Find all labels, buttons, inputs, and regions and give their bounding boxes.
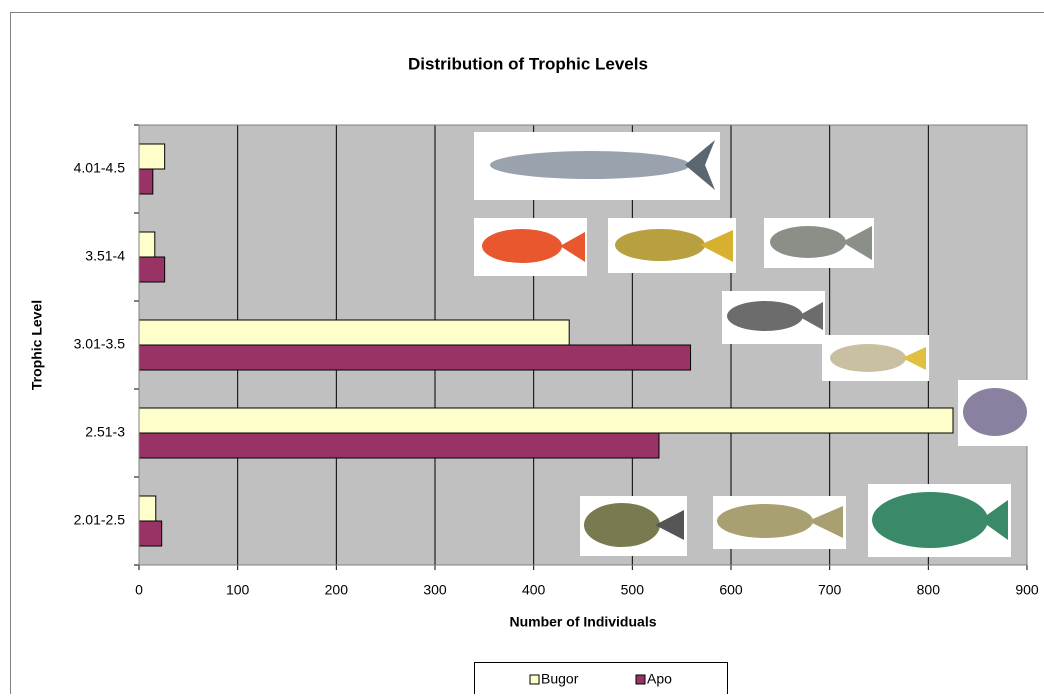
y-tick-label: 3.01-3.5 [74, 336, 126, 352]
y-axis-label: Trophic Level [29, 300, 45, 390]
bar [139, 496, 156, 521]
x-tick-label: 400 [522, 582, 546, 598]
bar [139, 408, 953, 433]
legend [475, 663, 728, 695]
x-tick-label: 300 [423, 582, 447, 598]
x-tick-label: 900 [1015, 582, 1039, 598]
y-tick-label: 2.01-2.5 [74, 512, 126, 528]
legend-label: Apo [647, 671, 672, 687]
y-tick-label: 4.01-4.5 [74, 160, 126, 176]
x-tick-label: 100 [226, 582, 250, 598]
bar [139, 257, 165, 282]
legend-swatch [636, 675, 645, 684]
legend-label: Bugor [541, 671, 579, 687]
legend-swatch [530, 675, 539, 684]
x-tick-label: 800 [917, 582, 941, 598]
chart-title: Distribution of Trophic Levels [408, 54, 648, 73]
bar [139, 521, 162, 546]
y-tick-label: 3.51-4 [85, 248, 125, 264]
bar [139, 169, 153, 194]
bar [139, 345, 691, 370]
x-tick-label: 0 [135, 582, 143, 598]
x-tick-label: 500 [621, 582, 645, 598]
bar [139, 433, 659, 458]
y-tick-label: 2.51-3 [85, 424, 125, 440]
bar [139, 320, 569, 345]
x-tick-label: 200 [325, 582, 349, 598]
x-axis-label: Number of Individuals [509, 614, 656, 630]
x-tick-label: 700 [818, 582, 842, 598]
bar [139, 144, 165, 169]
x-tick-label: 600 [719, 582, 743, 598]
bar [139, 232, 155, 257]
